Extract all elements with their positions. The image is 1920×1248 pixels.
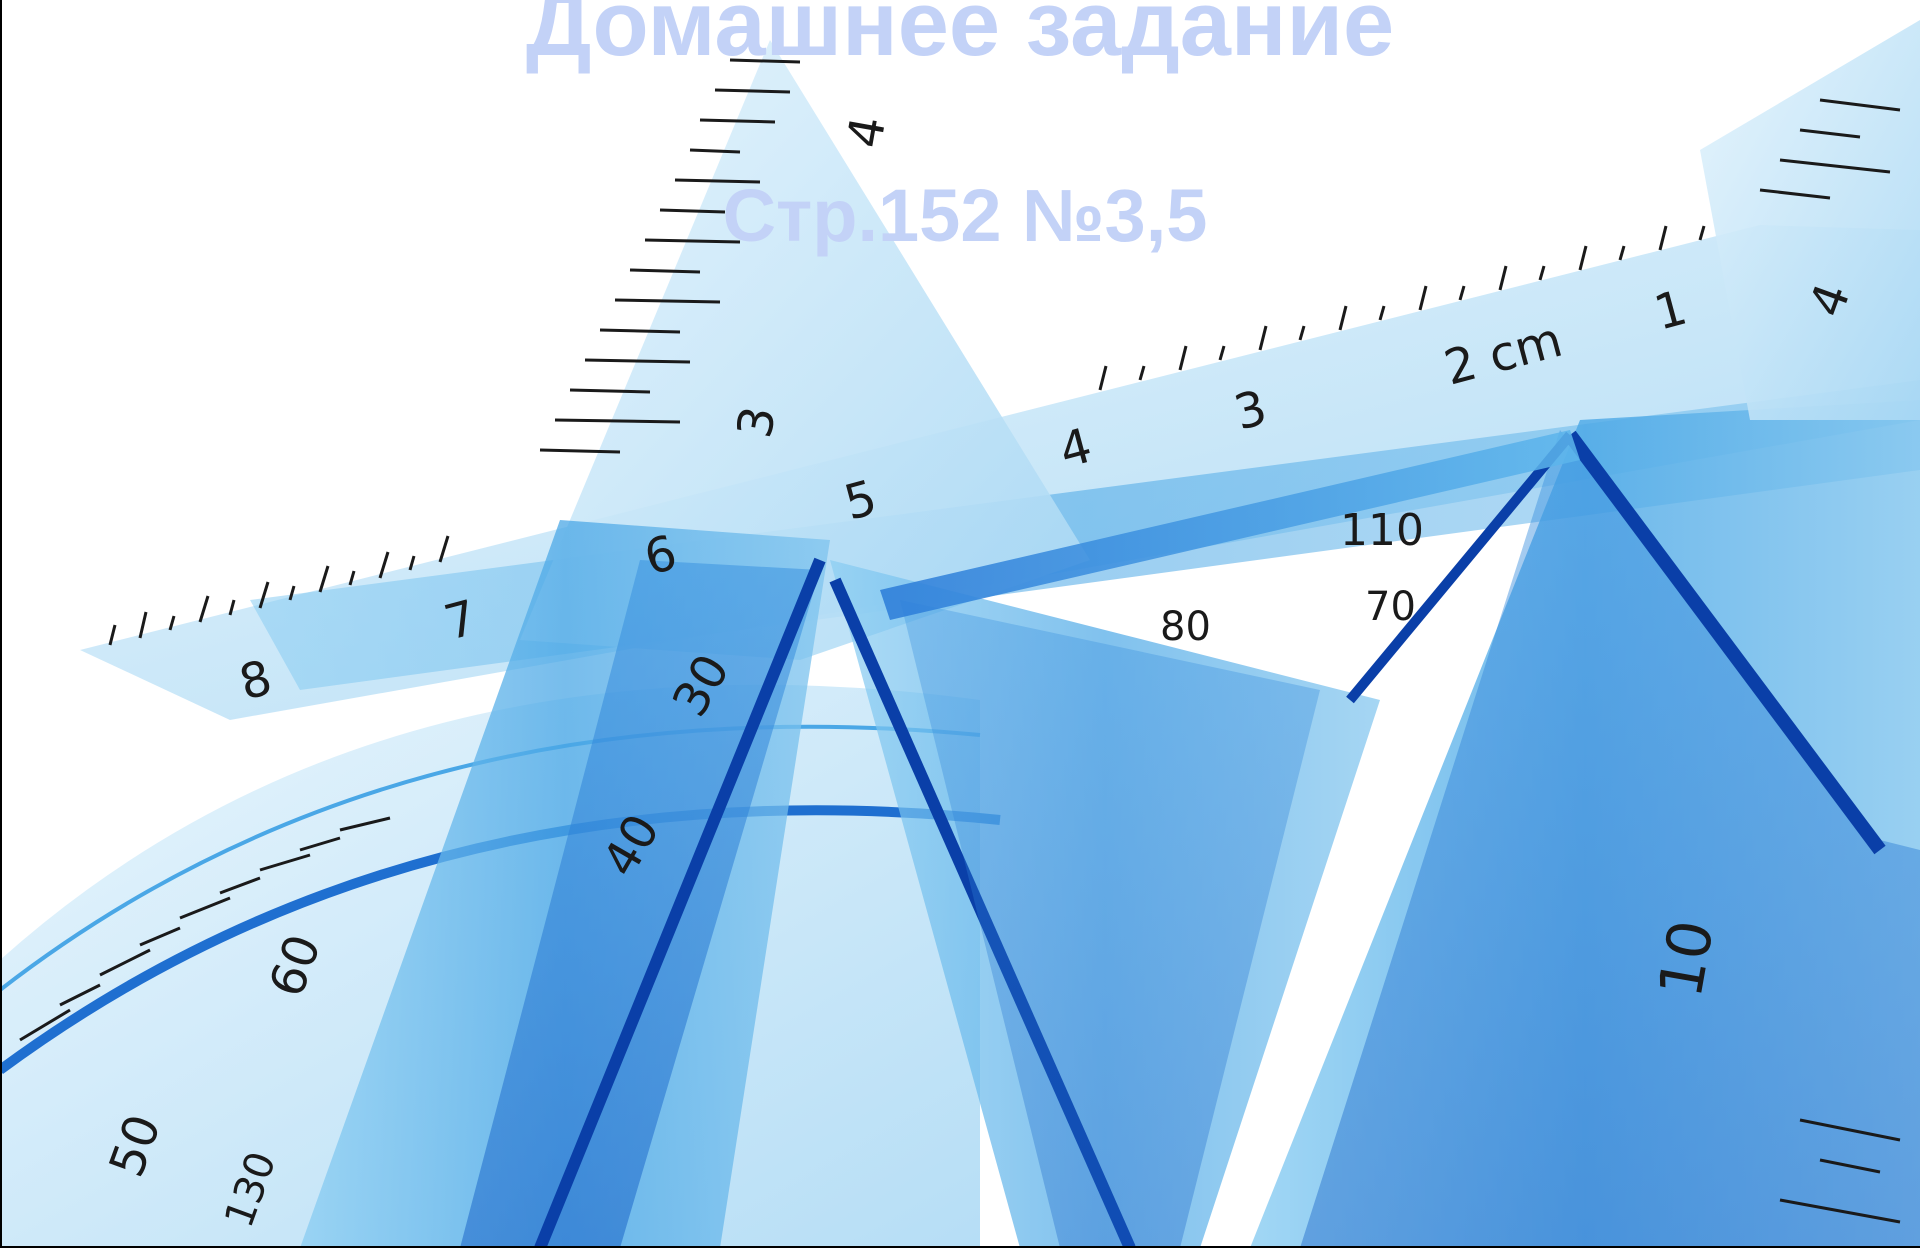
set-square-center (829, 560, 1380, 1248)
slide-title: Домашнее задание (525, 0, 1395, 75)
ruler-ticks (108, 225, 1706, 646)
protractor-ticks (19, 816, 391, 1042)
set-square-right (1250, 20, 1920, 1248)
scale-numeral: 70 (1365, 584, 1416, 630)
ruler-edge-band (880, 430, 1580, 620)
right-ruler-ticks (1759, 98, 1901, 1224)
scale-numeral: 4 (837, 112, 897, 152)
scale-numeral: 10 (1646, 915, 1728, 1002)
scale-numeral: 80 (1160, 604, 1211, 650)
homework-assignment: Стр.152 №3,5 (722, 174, 1208, 257)
set-square-ticks (539, 58, 801, 454)
set-square-left (300, 40, 1090, 1248)
scale-numeral: 110 (1340, 505, 1424, 556)
